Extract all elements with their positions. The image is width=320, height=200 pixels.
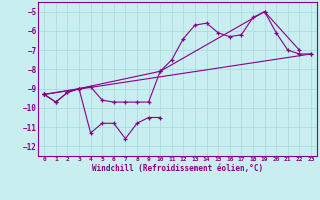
X-axis label: Windchill (Refroidissement éolien,°C): Windchill (Refroidissement éolien,°C): [92, 164, 263, 173]
